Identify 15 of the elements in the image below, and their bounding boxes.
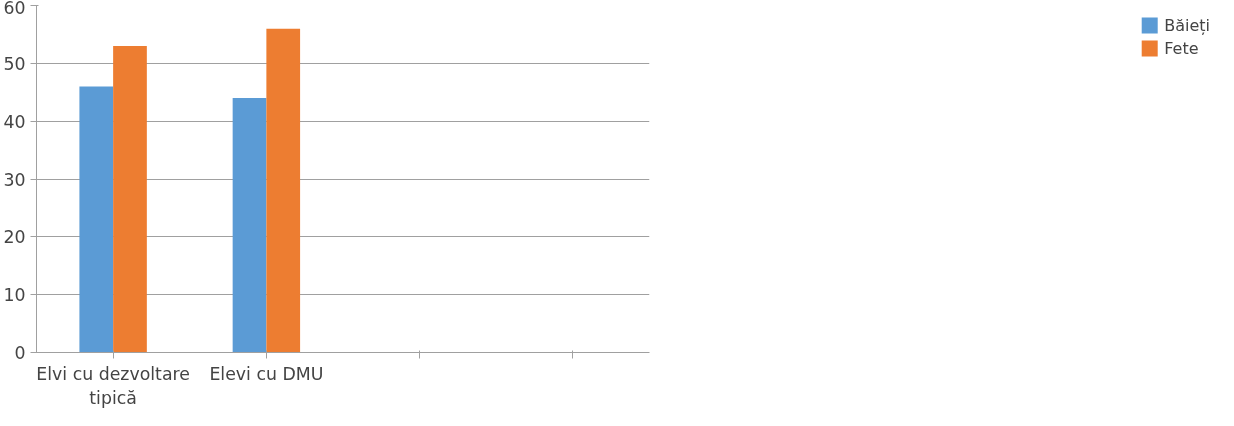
legend-label: Băieți — [1164, 15, 1210, 35]
y-tick-label: 0 — [14, 343, 26, 363]
y-tick-label: 30 — [3, 169, 26, 190]
legend-label: Fete — [1164, 38, 1199, 58]
bar — [113, 45, 147, 353]
x-tick-label: Elevi cu DMU — [209, 363, 324, 384]
y-tick-label: 50 — [3, 53, 26, 74]
y-tick-label: 20 — [3, 227, 26, 248]
y-tick-label: 60 — [3, 0, 26, 18]
x-tick-label: Elvi cu dezvoltare tipică — [36, 363, 190, 408]
y-tick-label: 10 — [3, 285, 26, 306]
bar — [266, 28, 301, 353]
bar — [79, 86, 114, 353]
y-tick-label: 40 — [3, 111, 26, 132]
bar — [232, 98, 267, 353]
